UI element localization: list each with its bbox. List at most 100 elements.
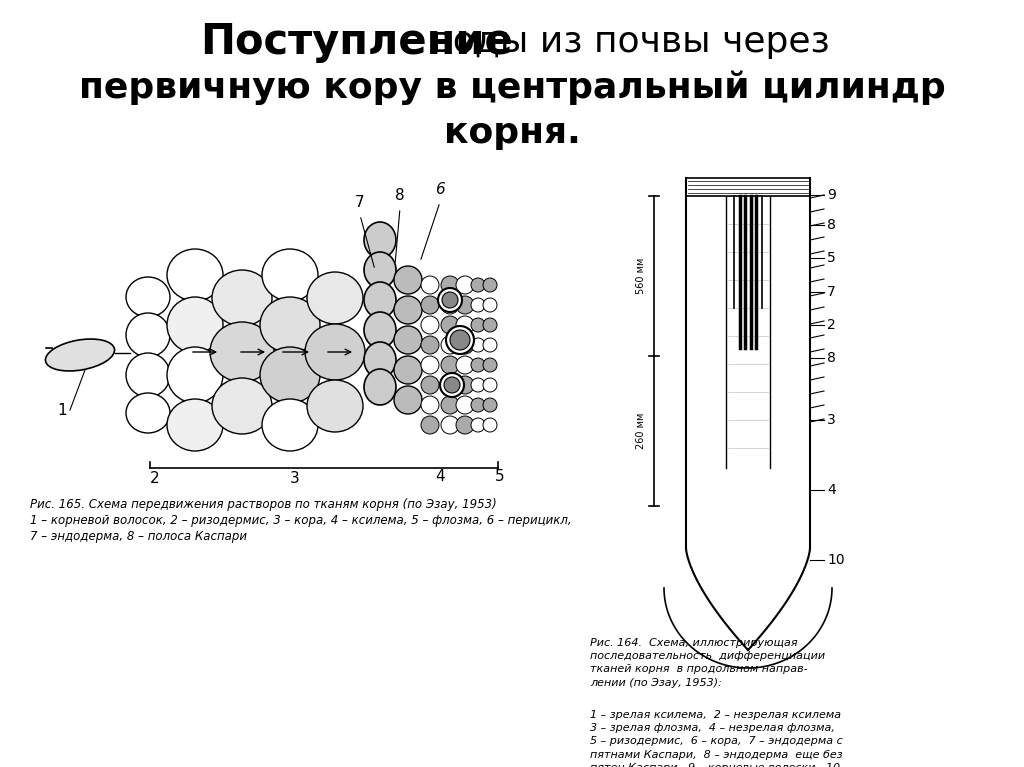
Ellipse shape <box>364 282 396 318</box>
Text: 7: 7 <box>355 195 365 210</box>
Ellipse shape <box>212 378 272 434</box>
Text: воды из почвы через: воды из почвы через <box>420 25 829 59</box>
Ellipse shape <box>456 296 474 314</box>
Text: Поступление: Поступление <box>200 21 513 63</box>
Text: 3: 3 <box>290 471 300 486</box>
Ellipse shape <box>421 416 439 434</box>
Ellipse shape <box>456 376 474 394</box>
Ellipse shape <box>126 393 170 433</box>
Text: 10: 10 <box>827 553 845 567</box>
Ellipse shape <box>167 297 223 353</box>
Text: Рис. 165. Схема передвижения растворов по тканям корня (по Эзау, 1953): Рис. 165. Схема передвижения растворов п… <box>30 498 497 511</box>
Ellipse shape <box>126 353 170 397</box>
Text: 4: 4 <box>435 469 444 484</box>
Text: 8: 8 <box>395 188 404 203</box>
Ellipse shape <box>167 347 223 403</box>
Ellipse shape <box>483 278 497 292</box>
Ellipse shape <box>45 339 115 371</box>
Ellipse shape <box>421 376 439 394</box>
Ellipse shape <box>167 249 223 301</box>
Ellipse shape <box>394 266 422 294</box>
Ellipse shape <box>456 416 474 434</box>
Ellipse shape <box>364 312 396 348</box>
Ellipse shape <box>126 313 170 357</box>
Text: 1: 1 <box>57 403 67 418</box>
Text: 2: 2 <box>827 318 836 332</box>
Ellipse shape <box>394 386 422 414</box>
Ellipse shape <box>212 270 272 326</box>
Ellipse shape <box>421 336 439 354</box>
Ellipse shape <box>394 326 422 354</box>
Ellipse shape <box>471 398 485 412</box>
Text: 7 – эндодерма, 8 – полоса Каспари: 7 – эндодерма, 8 – полоса Каспари <box>30 530 247 543</box>
Ellipse shape <box>483 378 497 392</box>
Text: первичную кору в центральный цилиндр: первичную кору в центральный цилиндр <box>79 71 945 105</box>
Ellipse shape <box>441 296 459 314</box>
Ellipse shape <box>126 277 170 317</box>
Text: 7: 7 <box>827 285 836 299</box>
Text: Рис. 164.  Схема, иллюстрирующая
последовательность  дифференциации
тканей корня: Рис. 164. Схема, иллюстрирующая последов… <box>590 638 825 687</box>
Text: 2: 2 <box>151 471 160 486</box>
Text: 8: 8 <box>827 351 836 365</box>
Text: 260 мм: 260 мм <box>636 413 646 449</box>
Ellipse shape <box>260 297 319 353</box>
Ellipse shape <box>444 377 460 393</box>
Ellipse shape <box>471 378 485 392</box>
Ellipse shape <box>394 356 422 384</box>
Ellipse shape <box>307 380 362 432</box>
Ellipse shape <box>364 342 396 378</box>
Text: 6: 6 <box>435 182 444 197</box>
Ellipse shape <box>483 358 497 372</box>
Ellipse shape <box>441 376 459 394</box>
Ellipse shape <box>262 399 318 451</box>
Ellipse shape <box>210 322 274 382</box>
Ellipse shape <box>441 356 459 374</box>
Ellipse shape <box>441 316 459 334</box>
Ellipse shape <box>262 249 318 301</box>
Ellipse shape <box>471 418 485 432</box>
Bar <box>686 178 810 196</box>
Ellipse shape <box>471 338 485 352</box>
Ellipse shape <box>441 396 459 414</box>
Text: 4: 4 <box>827 483 836 497</box>
Ellipse shape <box>364 252 396 288</box>
Ellipse shape <box>167 399 223 451</box>
Ellipse shape <box>260 347 319 403</box>
Text: корня.: корня. <box>443 116 581 150</box>
Ellipse shape <box>471 318 485 332</box>
Ellipse shape <box>441 276 459 294</box>
Ellipse shape <box>456 396 474 414</box>
Ellipse shape <box>456 336 474 354</box>
Ellipse shape <box>483 298 497 312</box>
Ellipse shape <box>471 278 485 292</box>
Ellipse shape <box>471 358 485 372</box>
Ellipse shape <box>364 369 396 405</box>
Ellipse shape <box>440 373 464 397</box>
Text: 1 – зрелая ксилема,  2 – незрелая ксилема
3 – зрелая флозма,  4 – незрелая флозм: 1 – зрелая ксилема, 2 – незрелая ксилема… <box>590 710 849 767</box>
Ellipse shape <box>305 324 365 380</box>
Ellipse shape <box>456 276 474 294</box>
Text: 560 мм: 560 мм <box>636 258 646 295</box>
Ellipse shape <box>446 326 474 354</box>
Text: 8: 8 <box>827 218 836 232</box>
Ellipse shape <box>421 296 439 314</box>
Ellipse shape <box>483 338 497 352</box>
Ellipse shape <box>471 298 485 312</box>
Ellipse shape <box>483 398 497 412</box>
Ellipse shape <box>456 316 474 334</box>
Ellipse shape <box>441 416 459 434</box>
Ellipse shape <box>441 336 459 354</box>
Ellipse shape <box>421 276 439 294</box>
Text: 3: 3 <box>827 413 836 427</box>
Ellipse shape <box>421 396 439 414</box>
Ellipse shape <box>438 288 462 312</box>
Ellipse shape <box>483 318 497 332</box>
Text: 1 – корневой волосок, 2 – ризодермис, 3 – кора, 4 – ксилема, 5 – флозма, 6 – пер: 1 – корневой волосок, 2 – ризодермис, 3 … <box>30 514 571 527</box>
Ellipse shape <box>450 330 470 350</box>
Ellipse shape <box>442 292 458 308</box>
Ellipse shape <box>307 272 362 324</box>
Ellipse shape <box>394 296 422 324</box>
Text: 9: 9 <box>827 188 836 202</box>
Ellipse shape <box>364 222 396 258</box>
Ellipse shape <box>483 418 497 432</box>
